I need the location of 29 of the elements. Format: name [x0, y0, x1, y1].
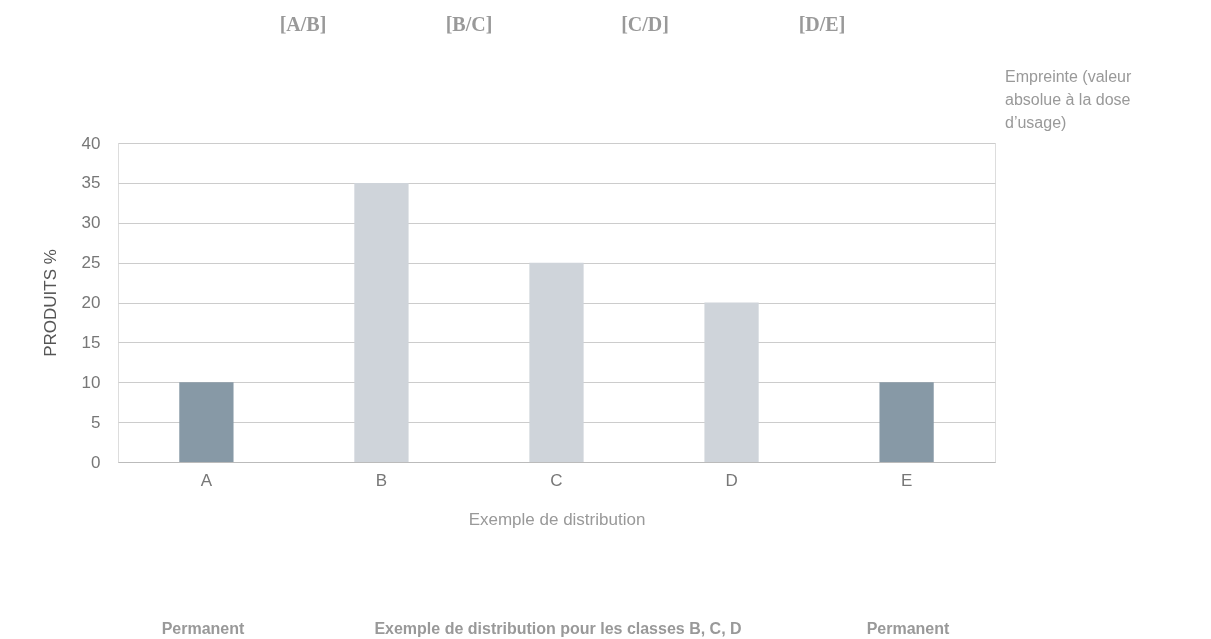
x-tick-label: A [200, 470, 213, 490]
y-tick-label: 35 [81, 173, 101, 193]
y-tick-label: 30 [81, 213, 101, 233]
y-tick-label: 0 [91, 452, 101, 472]
y-axis-title: PRODUITS % [40, 249, 60, 357]
text: Permanent [161, 620, 246, 637]
y-tick-label: 5 [91, 412, 101, 432]
text: [C/D] [621, 13, 669, 35]
text: [B/C] [445, 13, 493, 35]
x-tick-label: D [725, 470, 738, 490]
text: Exemple de distribution [468, 510, 646, 529]
y-tick-label: 40 [81, 133, 101, 153]
text: Permanent [866, 620, 951, 637]
text: [D/E] [798, 13, 846, 35]
x-tick-label: E [900, 470, 913, 490]
y-tick-label: 20 [81, 293, 101, 312]
bar [354, 182, 409, 462]
x-tick-label: B [375, 470, 388, 490]
text: [A/B] [279, 13, 327, 35]
text: Empreinte (valeur absolue à la dose d’usage) [1005, 68, 1132, 131]
bar [704, 302, 759, 462]
x-tick-label: C [550, 470, 563, 490]
y-tick-label: 25 [81, 253, 101, 273]
text: Exemple de distribution pour les classes B, C, D [374, 620, 742, 637]
bar [879, 382, 934, 462]
y-tick-label: 10 [81, 372, 101, 392]
bar [179, 382, 234, 462]
y-tick-label: 15 [81, 332, 101, 352]
bar [529, 262, 584, 462]
